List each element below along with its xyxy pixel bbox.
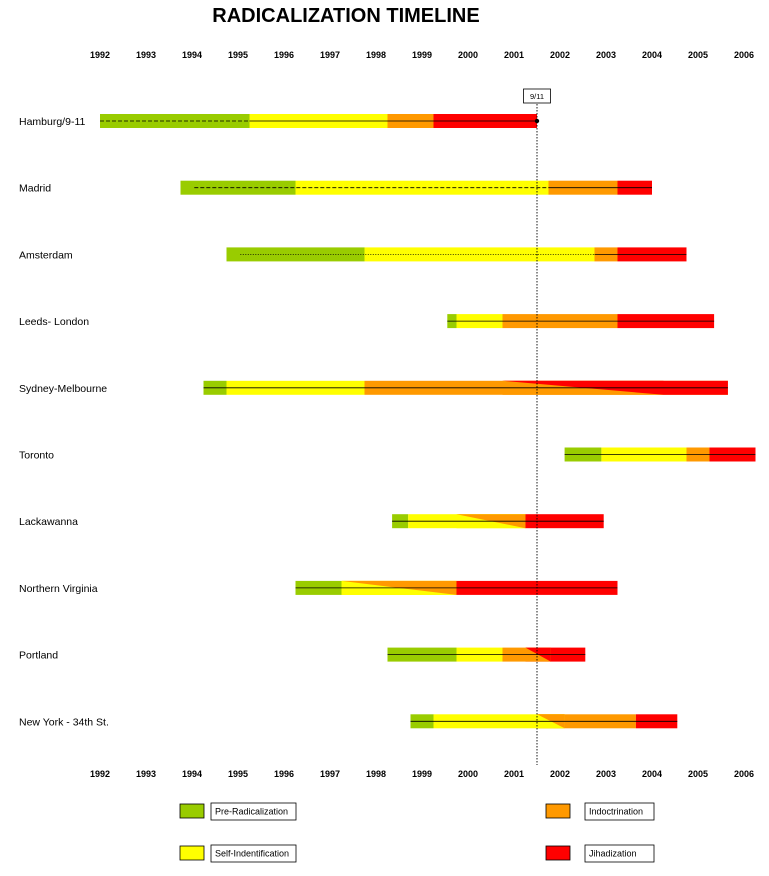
year-label-bottom: 1995	[228, 769, 248, 779]
legend-swatch-jihad	[545, 845, 571, 861]
row-label: Hamburg/9-11	[19, 116, 85, 128]
phase-segment-self	[364, 247, 595, 262]
year-label-bottom: 1999	[412, 769, 432, 779]
timeline-row: Sydney-Melbourne	[19, 380, 728, 395]
legend-item: Pre-Radicalization	[179, 802, 297, 821]
row-label: Amsterdam	[19, 249, 73, 261]
legend-label-box	[210, 844, 297, 863]
timeline-rows: Hamburg/9-11 Madrid Amsterdam Leeds- London…	[19, 114, 756, 729]
year-label-top: 1999	[412, 50, 432, 60]
year-label-top: 2005	[688, 50, 708, 60]
year-label-top: 2006	[734, 50, 754, 60]
year-label-bottom: 2003	[596, 769, 616, 779]
year-label-top: 2004	[642, 50, 662, 60]
legend-swatch-self	[179, 845, 205, 861]
year-label-bottom: 2000	[458, 769, 478, 779]
legend-item: Self-Indentification	[179, 844, 297, 863]
timeline-row: New York - 34th St.	[19, 714, 678, 729]
legend-label-box	[210, 802, 297, 821]
legend-label: Pre-Radicalization	[215, 807, 288, 817]
year-label-top: 2001	[504, 50, 524, 60]
year-label-top: 1998	[366, 50, 386, 60]
phase-segment-self	[295, 180, 549, 195]
year-label-top: 2000	[458, 50, 478, 60]
timeline-row: Hamburg/9-11	[19, 114, 540, 128]
year-label-top: 1996	[274, 50, 294, 60]
legend-swatch-indoc	[545, 803, 571, 819]
year-label-bottom: 2006	[734, 769, 754, 779]
row-label: Lackawanna	[19, 516, 78, 528]
timeline-row: Portland	[19, 647, 586, 662]
timeline-row: Lackawanna	[19, 514, 604, 529]
year-label-bottom: 1993	[136, 769, 156, 779]
timeline-row: Northern Virginia	[19, 580, 618, 595]
year-axis-bottom: 1992 1993 1994 1995 1996 1997 1998 1999 2000 2001…	[90, 769, 754, 779]
year-label-top: 1993	[136, 50, 156, 60]
year-label-bottom: 1996	[274, 769, 294, 779]
legend-swatch-pre	[179, 803, 205, 819]
year-label-top: 2003	[596, 50, 616, 60]
row-label: New York - 34th St.	[19, 716, 109, 728]
legend-label: Self-Indentification	[215, 849, 289, 859]
year-label-top: 2002	[550, 50, 570, 60]
year-label-bottom: 2002	[550, 769, 570, 779]
row-label: Northern Virginia	[19, 583, 98, 595]
year-label-top: 1997	[320, 50, 340, 60]
chart-title: RADICALIZATION TIMELINE	[212, 5, 479, 27]
legend-label-box	[584, 802, 655, 821]
year-label-top: 1992	[90, 50, 110, 60]
year-label-bottom: 2004	[642, 769, 662, 779]
year-label-bottom: 2005	[688, 769, 708, 779]
legend-label: Jihadization	[589, 849, 637, 859]
legend-label: Indoctrination	[589, 807, 643, 817]
row-label: Sydney-Melbourne	[19, 383, 107, 395]
legend-item: Jihadization	[545, 844, 655, 863]
year-label-bottom: 2001	[504, 769, 524, 779]
timeline-row: Madrid	[19, 180, 652, 195]
event-marker-box	[523, 88, 551, 104]
year-label-bottom: 1992	[90, 769, 110, 779]
legend: Pre-Radicalization Self-Indentification In…	[179, 802, 655, 863]
year-label-top: 1995	[228, 50, 248, 60]
year-axis-top: 1992 1993 1994 1995 1996 1997 1998 1999 2000 2001…	[90, 50, 754, 60]
row-label: Madrid	[19, 183, 51, 195]
year-label-bottom: 1997	[320, 769, 340, 779]
year-label-bottom: 1998	[366, 769, 386, 779]
event-marker-label: 9/11	[530, 92, 544, 101]
row-label: Portland	[19, 650, 58, 662]
event-marker-group: 9/11	[523, 88, 551, 765]
timeline-row: Leeds- London	[19, 314, 715, 329]
timeline-row: Amsterdam	[19, 247, 687, 262]
legend-label-box	[584, 844, 655, 863]
event-dot	[534, 118, 540, 124]
row-label: Toronto	[19, 450, 54, 462]
row-label: Leeds- London	[19, 316, 89, 328]
year-label-top: 1994	[182, 50, 202, 60]
timeline-row: Toronto	[19, 447, 756, 462]
legend-item: Indoctrination	[545, 802, 655, 821]
year-label-bottom: 1994	[182, 769, 202, 779]
